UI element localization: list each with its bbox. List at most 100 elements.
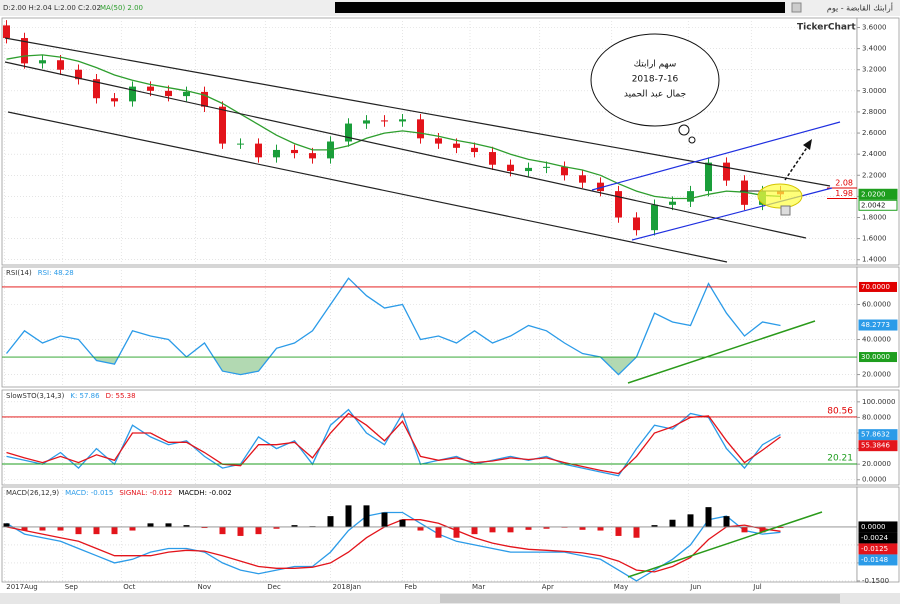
y-tick-label: 1.4000 [862, 256, 887, 264]
x-tick-label: Feb [405, 583, 418, 591]
histogram-bar [147, 523, 154, 527]
level-label: 80.56 [827, 406, 853, 416]
histogram-bar [741, 526, 748, 533]
series-line [6, 519, 781, 573]
y-tick-label: 60.0000 [862, 300, 891, 308]
value-box [858, 429, 898, 441]
histogram-bar [237, 526, 244, 536]
highlight [757, 183, 803, 209]
candle-body [3, 25, 10, 39]
candle-body [579, 175, 586, 183]
candle-body [435, 138, 442, 144]
callout-cloud [590, 33, 720, 127]
indicator-title: MACD(26,12,9) [6, 489, 59, 497]
series-line [6, 412, 781, 475]
y-tick-label: 40.0000 [862, 336, 891, 344]
candle-body [597, 182, 604, 192]
series-group [6, 408, 781, 477]
y-tick-label: 2.6000 [862, 129, 887, 137]
histogram-bar [399, 519, 406, 527]
legend-entry: K: 57.86 [70, 392, 100, 400]
candle-body [489, 152, 496, 165]
oversold-fill [6, 357, 781, 375]
search-box[interactable] [335, 2, 785, 13]
histogram-bar [543, 526, 550, 529]
histogram-bar [453, 526, 460, 538]
level-label: 20.21 [827, 453, 853, 463]
y-tick-label: 2.2000 [862, 171, 887, 179]
indicator-title: RSI(14) [6, 269, 32, 277]
x-tick-label: Jul [752, 583, 762, 591]
rsi-trend-line [627, 320, 816, 384]
y-tick-label: 20.0000 [862, 371, 891, 379]
histogram-bar [327, 516, 334, 527]
channel-line [7, 111, 728, 263]
candle-body [453, 143, 460, 148]
x-tick-label: Nov [198, 583, 212, 591]
histogram-bar [615, 526, 622, 536]
candle-body [165, 90, 172, 97]
scroll-thumb[interactable] [440, 594, 840, 603]
candle-body [219, 106, 226, 144]
x-tick-label: Mar [472, 583, 485, 591]
value-box [858, 543, 898, 555]
candle-body [39, 60, 46, 64]
y-tick-label: 2.4000 [862, 150, 887, 158]
x-tick-label: May [614, 583, 628, 591]
legend-entry: SIGNAL: -0.012 [119, 489, 172, 497]
histogram-bar [201, 526, 208, 529]
candle-body [21, 38, 28, 64]
marker-label: 2.08 [835, 178, 853, 187]
x-tick-label: Jun [689, 583, 701, 591]
histogram-bar [579, 526, 586, 530]
candle-body [237, 143, 244, 145]
value-box-label: -0.0024 [861, 534, 889, 542]
drawings: سهم ارابتك 2018-7-16 جمال عبد الحميد Tic… [4, 23, 856, 578]
histogram-bar [21, 526, 28, 531]
histogram-bar [723, 516, 730, 527]
marker-label: 1.98 [835, 189, 853, 198]
histogram-bar [111, 526, 118, 535]
value-box-label: 2.0200 [861, 190, 886, 198]
toolbar-icon[interactable] [791, 2, 802, 13]
panel [1, 486, 858, 583]
x-tick-label: Sep [65, 583, 79, 591]
level-box [859, 281, 897, 292]
histogram-bar [669, 519, 676, 527]
channel-line [4, 37, 831, 187]
macd-trend-line [627, 511, 823, 578]
value-box [858, 199, 898, 211]
x-tick-label: 2018Jan [333, 583, 362, 591]
candle-body [201, 91, 208, 107]
histogram-bar [705, 507, 712, 527]
trend-line [591, 121, 841, 191]
candle-body [687, 191, 694, 202]
series-group [5, 277, 781, 376]
histogram-bar [489, 526, 496, 533]
ohlc-readout: D:2.00 H:2.04 L:2.00 C:2.02 [3, 4, 101, 12]
candle-body [75, 69, 82, 80]
value-box-label: -0.0125 [861, 545, 888, 553]
histogram-bar [165, 523, 172, 527]
histogram-bar [363, 505, 370, 527]
value-box [858, 188, 898, 200]
candle-body [309, 153, 316, 159]
candle-body [507, 164, 514, 172]
y-tick-label: 100.0000 [862, 398, 895, 406]
y-tick-label: 3.4000 [862, 45, 887, 53]
callout-text: 2018-7-16 [632, 75, 679, 85]
histogram-bar [183, 525, 190, 527]
candle-body [129, 86, 136, 102]
value-box-label: 0.0000 [861, 523, 886, 531]
level-label: 30.0000 [861, 353, 890, 361]
candle-body [93, 79, 100, 99]
legend-entry: MACD: -0.015 [65, 489, 113, 497]
histogram-bar [273, 526, 280, 529]
histogram-bar [381, 512, 388, 527]
ma-readout: MA(50) 2.00 [100, 4, 143, 12]
value-box [858, 554, 898, 566]
histogram-bar [525, 526, 532, 530]
series-line [5, 277, 781, 376]
panel [1, 17, 858, 266]
